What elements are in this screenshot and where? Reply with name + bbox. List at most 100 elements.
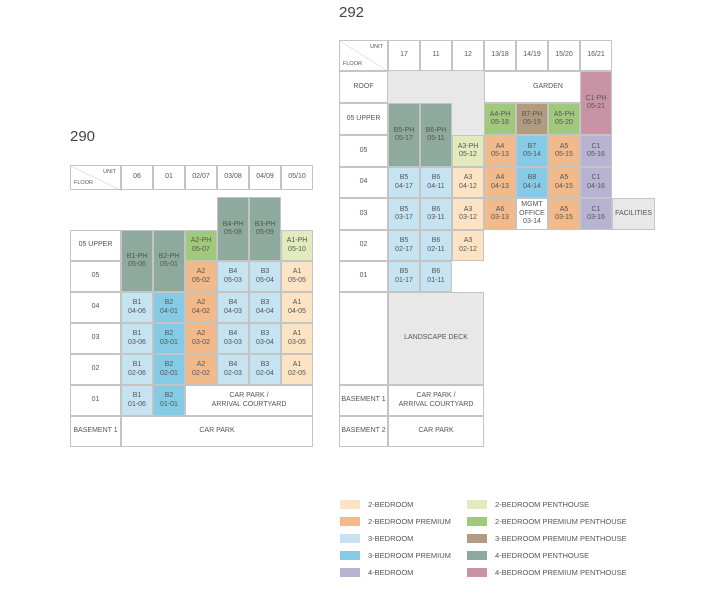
unit-cell: B6 04-11 <box>420 167 452 198</box>
unit-cell: A3 02-12 <box>452 230 484 261</box>
unit-header: 17 <box>388 40 420 71</box>
legend-swatch <box>340 568 360 577</box>
unit-cell: A1 05-05 <box>281 261 313 292</box>
unit-cell: A2-PH 05-07 <box>185 230 217 261</box>
unit-cell: A4 05-13 <box>484 135 516 167</box>
legend-label: 3-BEDROOM <box>368 534 414 543</box>
cell-text: A3 <box>463 237 473 244</box>
floor-label: 05 <box>339 135 388 167</box>
floor-label: BASEMENT 2 <box>339 416 388 447</box>
unit-cell: B3 03-04 <box>249 323 281 354</box>
unit-cell: C1 05-16 <box>580 135 612 167</box>
cell-text: A1 <box>292 361 302 368</box>
unit-cell: B4-PH 05-08 <box>217 197 249 261</box>
cell-text: B1 <box>132 361 142 368</box>
unit-cell: B4 03-03 <box>217 323 249 354</box>
cell-text: 03-03 <box>224 338 242 346</box>
cell-text: B5 <box>399 205 409 213</box>
legend-swatch <box>467 534 487 543</box>
unit-cell: CAR PARK / ARRIVAL COURTYARD <box>185 385 313 416</box>
cell-text: B4-PH <box>222 220 244 228</box>
unit-cell: CAR PARK <box>388 416 484 447</box>
unit-cell: B5 02-17 <box>388 230 420 261</box>
legend-label: 4-BEDROOM <box>368 568 414 577</box>
unit-header: 01 <box>153 165 185 190</box>
legend-label: 2-BEDROOM PREMIUM <box>368 517 451 526</box>
cell-text: 04-15 <box>555 182 573 190</box>
unit-cell: FACILITIES <box>612 198 656 230</box>
cell-text: OFFICE <box>519 209 545 217</box>
cell-text: B2 <box>164 330 174 337</box>
cell-text: A1 <box>292 330 302 337</box>
cell-text: CAR PARK / <box>416 392 456 399</box>
cell-text: B2 <box>164 392 174 399</box>
legend-label: 3-BEDROOM PREMIUM PENTHOUSE <box>495 534 627 543</box>
cell-text: B6 <box>431 174 441 181</box>
cell-text: MGMT <box>521 201 543 209</box>
unit-cell: B1 02-06 <box>121 354 153 385</box>
cell-text: 05-02 <box>192 276 210 284</box>
cell-text: B1 <box>132 392 142 399</box>
unit-cell: B6 01-11 <box>420 261 452 292</box>
cell-text: 04-13 <box>491 182 509 190</box>
floor-label: 05 <box>70 261 121 292</box>
cell-text: 05-17 <box>395 135 413 142</box>
unit-cell: CAR PARK / ARRIVAL COURTYARD <box>388 385 484 416</box>
unit-cell: B4 04-03 <box>217 292 249 323</box>
cell-text: A1 <box>292 268 302 275</box>
cell-text: B7-PH <box>521 110 543 118</box>
cell-text: 05-21 <box>587 103 605 110</box>
unit-cell: B8 04-14 <box>516 167 548 198</box>
cell-text: 04-02 <box>192 307 210 315</box>
unit-header: 11 <box>420 40 452 71</box>
cell-text: 03-17 <box>395 214 413 221</box>
cell-text: A2 <box>196 299 206 306</box>
cell-text: 03-06 <box>128 338 146 346</box>
unit-cell: B5-PH 05-17 <box>388 103 420 167</box>
cell-text: 01-06 <box>128 400 146 408</box>
legend-swatch <box>467 551 487 560</box>
cell-text: LANDSCAPE DECK <box>404 334 468 342</box>
cell-text: 03-16 <box>587 214 605 221</box>
cell-text: B6 <box>431 237 441 244</box>
legend-swatch <box>340 500 360 509</box>
unit-cell: B1-PH 05-06 <box>121 230 153 292</box>
legend-swatch <box>467 568 487 577</box>
cell-text: CAR PARK <box>199 427 235 435</box>
unit-cell: B3 02-04 <box>249 354 281 385</box>
unit-cell: B1 01-06 <box>121 385 153 416</box>
floor-label: BASEMENT 1 <box>339 385 388 416</box>
unit-cell: A4-PH 05-18 <box>484 103 516 135</box>
cell-text: 02-03 <box>224 369 242 377</box>
unit-cell: B5 04-17 <box>388 167 420 198</box>
unit-cell: A5 05-15 <box>548 135 580 167</box>
cell-text: 01-17 <box>395 276 413 284</box>
cell-text: A2 <box>196 268 206 275</box>
unit-cell: B2 04-01 <box>153 292 185 323</box>
cell-text: A4 <box>495 174 505 181</box>
cell-text: B5 <box>399 268 409 275</box>
unit-cell: A2 02-02 <box>185 354 217 385</box>
cell-text: CAR PARK <box>418 427 454 435</box>
cell-text: 05-20 <box>555 119 573 126</box>
block-title: 292 <box>339 4 365 21</box>
unit-header: 05/10 <box>281 165 313 190</box>
unit-cell: B6 03-11 <box>420 198 452 230</box>
cell-text: 04-05 <box>288 307 306 315</box>
cell-text: B4 <box>228 268 238 275</box>
cell-text: 05-09 <box>256 229 274 236</box>
cell-text: 05-16 <box>587 151 605 158</box>
cell-text: B8 <box>527 174 537 181</box>
diagonal <box>340 41 389 72</box>
unit-cell: B2 02-01 <box>153 354 185 385</box>
cell-text: B5-PH <box>393 126 415 134</box>
cell-text: A2 <box>196 361 206 368</box>
cell-text: 05-01 <box>160 261 178 268</box>
unit-cell: B4 05-03 <box>217 261 249 292</box>
cell-text: 04-06 <box>128 307 146 315</box>
cell-text: 03-12 <box>459 214 477 221</box>
unit-cell: MGMT OFFICE 03-14 <box>516 198 548 230</box>
floor-blank <box>339 292 388 385</box>
unit-label: UNIT <box>103 169 116 175</box>
